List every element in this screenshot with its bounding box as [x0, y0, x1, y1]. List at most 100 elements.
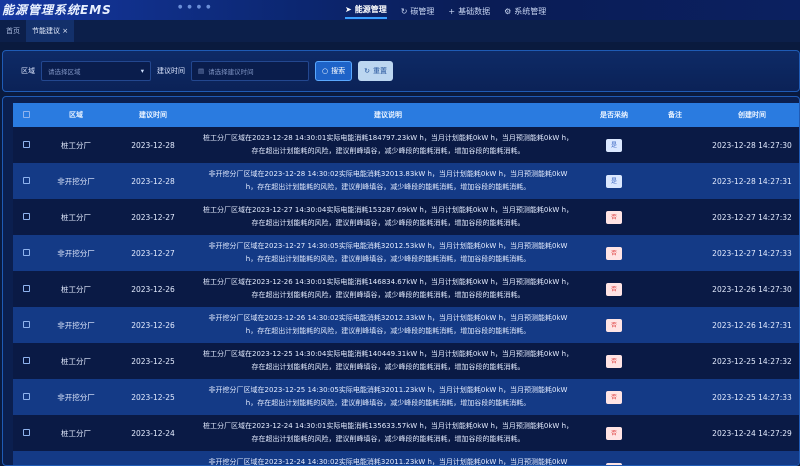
cell-area: 桩工分厂	[39, 343, 113, 379]
table-row: 桩工分厂 2023-12-25 桩工分厂区域在2023-12-25 14:30:…	[13, 343, 799, 379]
cell-note	[645, 199, 705, 235]
nav-label: 能源管理	[354, 5, 387, 14]
row-checkbox[interactable]	[13, 127, 39, 163]
refresh-icon: ↻	[400, 7, 408, 16]
table-row: 桩工分厂 2023-12-24 桩工分厂区域在2023-12-24 14:30:…	[13, 415, 799, 451]
tab-bar: 首页 节能建议 ×	[0, 20, 800, 42]
cell-adopted: 否	[583, 379, 645, 415]
row-checkbox[interactable]	[13, 379, 39, 415]
cell-area: 桩工分厂	[39, 199, 113, 235]
cell-desc: 桩工分厂区域在2023-12-27 14:30:04实际电能消耗153287.6…	[193, 199, 583, 235]
cell-date: 2023-12-25	[113, 343, 193, 379]
row-checkbox[interactable]	[13, 199, 39, 235]
reset-button[interactable]: ↻ 重置	[358, 61, 393, 81]
nav-label: 基础数据	[458, 7, 491, 16]
col-adopted: 是否采纳	[583, 103, 645, 127]
time-placeholder: 请选择建议时间	[208, 68, 254, 76]
table-row: 非开挖分厂 2023-12-24 非开挖分厂区域在2023-12-24 14:3…	[13, 451, 799, 465]
cell-desc: 非开挖分厂区域在2023-12-28 14:30:02实际电能消耗32013.8…	[193, 163, 583, 199]
reset-label: 重置	[372, 67, 387, 75]
cell-note	[645, 127, 705, 163]
cell-note	[645, 451, 705, 465]
decorative-dots: ●●●●	[178, 4, 216, 10]
table-row: 桩工分厂 2023-12-28 桩工分厂区域在2023-12-28 14:30:…	[13, 127, 799, 163]
cell-note	[645, 415, 705, 451]
cell-desc: 桩工分厂区域在2023-12-26 14:30:01实际电能消耗146834.6…	[193, 271, 583, 307]
table-panel: 区域 建议时间 建议说明 是否采纳 备注 创建时间 桩工分厂 2023-12-2…	[2, 96, 800, 466]
cell-area: 非开挖分厂	[39, 451, 113, 465]
cell-note	[645, 163, 705, 199]
app-title: 能源管理系统EMS	[2, 3, 112, 17]
select-all-checkbox[interactable]	[13, 103, 39, 127]
cell-created: 2023-12-27 14:27:32	[705, 199, 799, 235]
cell-date: 2023-12-28	[113, 163, 193, 199]
calendar-icon: ▤	[198, 67, 205, 75]
table-row: 非开挖分厂 2023-12-26 非开挖分厂区域在2023-12-26 14:3…	[13, 307, 799, 343]
cell-created: 2023-12-25 14:27:33	[705, 379, 799, 415]
cell-adopted: 否	[583, 199, 645, 235]
tab-home[interactable]: 首页	[6, 27, 20, 35]
cell-note	[645, 379, 705, 415]
cell-date: 2023-12-26	[113, 271, 193, 307]
cell-created: 2023-12-27 14:27:33	[705, 235, 799, 271]
row-checkbox[interactable]	[13, 415, 39, 451]
nav-basic-data[interactable]: + 基础数据	[448, 4, 490, 19]
cell-adopted: 是	[583, 127, 645, 163]
cell-adopted: 否	[583, 343, 645, 379]
table-row: 非开挖分厂 2023-12-28 非开挖分厂区域在2023-12-28 14:3…	[13, 163, 799, 199]
row-checkbox[interactable]	[13, 163, 39, 199]
row-checkbox[interactable]	[13, 451, 39, 465]
search-icon: ○	[322, 67, 329, 75]
search-button[interactable]: ○ 搜索	[315, 61, 353, 81]
nav-carbon[interactable]: ↻ 碳管理	[401, 4, 435, 19]
cell-adopted: 否	[583, 415, 645, 451]
nav-label: 系统管理	[514, 7, 547, 16]
area-select[interactable]: 请选择区域 ▾	[41, 61, 151, 81]
adopted-badge: 否	[606, 390, 622, 404]
nav-system[interactable]: ⚙ 系统管理	[504, 4, 546, 19]
cell-area: 桩工分厂	[39, 415, 113, 451]
close-icon[interactable]: ×	[62, 27, 69, 35]
table-row: 桩工分厂 2023-12-27 桩工分厂区域在2023-12-27 14:30:…	[13, 199, 799, 235]
cell-note	[645, 235, 705, 271]
cell-created: 2023-12-26 14:27:31	[705, 307, 799, 343]
nav-energy[interactable]: ➤ 能源管理	[345, 4, 387, 19]
search-label: 搜索	[331, 67, 346, 75]
cell-date: 2023-12-28	[113, 127, 193, 163]
cell-area: 桩工分厂	[39, 127, 113, 163]
adopted-badge: 否	[606, 426, 622, 440]
adopted-badge: 否	[606, 282, 622, 296]
cell-adopted: 否	[583, 235, 645, 271]
cell-date: 2023-12-27	[113, 235, 193, 271]
main-nav: ➤ 能源管理 ↻ 碳管理 + 基础数据 ⚙ 系统管理	[345, 4, 546, 19]
area-placeholder: 请选择区域	[48, 68, 81, 76]
time-picker[interactable]: ▤ 请选择建议时间	[191, 61, 309, 81]
tab-label: 节能建议	[32, 27, 60, 35]
cell-desc: 桩工分厂区域在2023-12-24 14:30:01实际电能消耗135633.5…	[193, 415, 583, 451]
cell-area: 非开挖分厂	[39, 307, 113, 343]
cell-date: 2023-12-24	[113, 451, 193, 465]
row-checkbox[interactable]	[13, 235, 39, 271]
area-label: 区域	[21, 67, 35, 75]
adopted-badge: 否	[606, 318, 622, 332]
row-checkbox[interactable]	[13, 271, 39, 307]
cell-desc: 非开挖分厂区域在2023-12-24 14:30:02实际电能消耗32011.2…	[193, 451, 583, 465]
cell-adopted: 否	[583, 451, 645, 465]
cell-created: 2023-12-26 14:27:30	[705, 271, 799, 307]
cell-desc: 非开挖分厂区域在2023-12-26 14:30:02实际电能消耗32012.3…	[193, 307, 583, 343]
row-checkbox[interactable]	[13, 307, 39, 343]
cell-note	[645, 307, 705, 343]
cell-desc: 桩工分厂区域在2023-12-28 14:30:01实际电能消耗184797.2…	[193, 127, 583, 163]
cell-created: 2023-12-24 14:27:29	[705, 415, 799, 451]
table-row: 桩工分厂 2023-12-26 桩工分厂区域在2023-12-26 14:30:…	[13, 271, 799, 307]
cell-adopted: 否	[583, 271, 645, 307]
row-checkbox[interactable]	[13, 343, 39, 379]
adopted-badge: 否	[606, 354, 622, 368]
tab-current[interactable]: 节能建议 ×	[26, 20, 75, 42]
cell-desc: 桩工分厂区域在2023-12-25 14:30:04实际电能消耗140449.3…	[193, 343, 583, 379]
cell-desc: 非开挖分厂区域在2023-12-25 14:30:05实际电能消耗32011.2…	[193, 379, 583, 415]
cell-area: 非开挖分厂	[39, 235, 113, 271]
nav-label: 碳管理	[410, 7, 435, 16]
adopted-badge: 否	[606, 246, 622, 260]
cell-area: 非开挖分厂	[39, 379, 113, 415]
